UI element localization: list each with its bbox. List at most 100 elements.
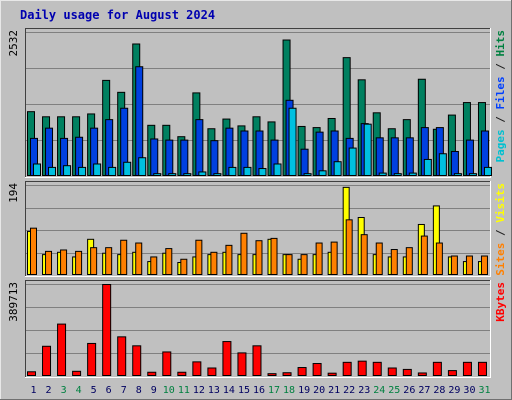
legend-text: /: [494, 223, 507, 243]
bar-files-day-10: [165, 139, 174, 177]
bar-sites-day-25: [390, 249, 398, 275]
bar-kbytes-day-4: [72, 370, 82, 376]
bar-pages-day-19: [303, 173, 312, 177]
bar-files-day-29: [450, 150, 459, 176]
bar-sites-day-3: [60, 249, 68, 276]
day-label-25: 25: [388, 385, 400, 396]
legend-bottom: KBytes: [494, 282, 507, 322]
bar-kbytes-day-28: [432, 361, 442, 376]
bar-files-day-13: [210, 140, 219, 176]
bar-sites-day-8: [135, 242, 143, 275]
day-labels: 1 2 3 4 5 6 7 8 9 10 11 12 13 14 15 16 17 18 19 20 21 22 23 24 2…: [31, 385, 491, 396]
day-label-16: 16: [253, 385, 265, 396]
day-label-12: 12: [193, 385, 205, 396]
bar-pages-day-1: [33, 163, 41, 177]
bar-sites-day-11: [180, 258, 188, 275]
bar-files-day-30: [465, 139, 474, 177]
day-label-31: 31: [478, 385, 490, 396]
legend-text: Pages: [494, 129, 507, 162]
bar-files-day-9: [150, 138, 159, 177]
bar-kbytes-day-9: [147, 371, 157, 377]
legend-text: Hits: [494, 30, 507, 57]
bar-pages-day-22: [348, 147, 357, 176]
bar-kbytes-day-18: [282, 372, 292, 377]
chart-title: Daily usage for August 2024: [20, 8, 215, 22]
day-label-4: 4: [76, 385, 82, 396]
bar-pages-day-23: [363, 123, 372, 176]
bar-kbytes-day-10: [162, 351, 172, 377]
day-label-17: 17: [268, 385, 280, 396]
bar-kbytes-day-25: [387, 367, 397, 376]
bar-pages-day-8: [138, 157, 147, 176]
bar-pages-day-25: [393, 173, 402, 177]
bar-pages-day-28: [438, 153, 447, 177]
day-label-1: 1: [31, 385, 37, 396]
bar-pages-day-20: [318, 170, 327, 176]
bar-pages-day-27: [423, 158, 432, 176]
bar-pages-day-15: [243, 166, 252, 176]
bar-pages-day-9: [153, 173, 162, 177]
bar-pages-day-2: [48, 166, 57, 176]
chart-panels: 2532 Pages / Files / Hits 194 Sites / Visit…: [7, 28, 507, 378]
legend-text: KBytes: [494, 282, 507, 322]
day-label-20: 20: [313, 385, 325, 396]
panel-top: 2532 Pages / Files / Hits: [7, 28, 507, 178]
bar-sites-day-29: [450, 255, 458, 276]
bar-sites-day-14: [225, 244, 233, 276]
bar-kbytes-day-8: [132, 345, 142, 377]
day-label-26: 26: [403, 385, 415, 396]
panel-middle: 194 Sites / Visits: [7, 181, 507, 277]
bar-sites-day-20: [315, 242, 323, 275]
day-label-29: 29: [448, 385, 460, 396]
bar-kbytes-day-12: [192, 361, 202, 376]
bar-files-day-26: [405, 137, 414, 176]
legend-text: Files: [494, 76, 507, 109]
bar-pages-day-26: [408, 172, 417, 176]
bar-kbytes-day-22: [342, 361, 352, 376]
bar-sites-day-13: [210, 251, 218, 275]
bar-pages-day-14: [228, 166, 237, 176]
bar-sites-day-23: [360, 234, 368, 276]
bar-sites-day-26: [405, 247, 413, 275]
bar-sites-day-1: [30, 227, 37, 276]
bar-files-day-25: [390, 137, 399, 176]
bar-files-day-24: [375, 137, 384, 176]
bar-kbytes-day-19: [297, 367, 307, 377]
bar-kbytes-day-14: [222, 341, 232, 376]
day-label-24: 24: [373, 385, 385, 396]
bar-files-day-12: [195, 119, 204, 176]
bar-pages-day-5: [93, 163, 102, 177]
legend-text: /: [494, 57, 507, 77]
y-max-label: 2532: [7, 30, 20, 57]
bar-kbytes-day-5: [87, 342, 97, 377]
bar-sites-day-10: [165, 248, 173, 276]
bar-pages-day-31: [483, 166, 492, 176]
legend-text: Sites: [494, 243, 507, 276]
bar-sites-day-22: [345, 219, 353, 275]
bar-kbytes-day-30: [462, 361, 472, 376]
bar-kbytes-day-17: [267, 373, 277, 376]
bar-kbytes-day-31: [477, 361, 487, 376]
bar-kbytes-day-16: [252, 345, 262, 377]
y-max-label: 194: [7, 183, 20, 203]
day-label-6: 6: [106, 385, 112, 396]
bar-kbytes-day-27: [417, 372, 427, 376]
day-label-11: 11: [178, 385, 190, 396]
bar-pages-day-10: [168, 173, 177, 177]
bar-files-day-11: [180, 139, 189, 177]
bar-sites-day-28: [435, 242, 443, 275]
bar-pages-day-30: [468, 173, 477, 177]
bar-sites-day-17: [270, 237, 278, 275]
bar-kbytes-day-3: [57, 323, 67, 376]
bar-sites-day-7: [120, 239, 128, 275]
day-label-2: 2: [46, 385, 52, 396]
day-label-8: 8: [136, 385, 142, 396]
day-label-22: 22: [343, 385, 355, 396]
day-label-3: 3: [61, 385, 67, 396]
bar-pages-day-12: [198, 171, 207, 177]
bar-sites-day-24: [375, 242, 383, 275]
bar-files-day-19: [300, 148, 309, 176]
bar-kbytes-day-1: [27, 371, 36, 376]
day-label-13: 13: [208, 385, 220, 396]
